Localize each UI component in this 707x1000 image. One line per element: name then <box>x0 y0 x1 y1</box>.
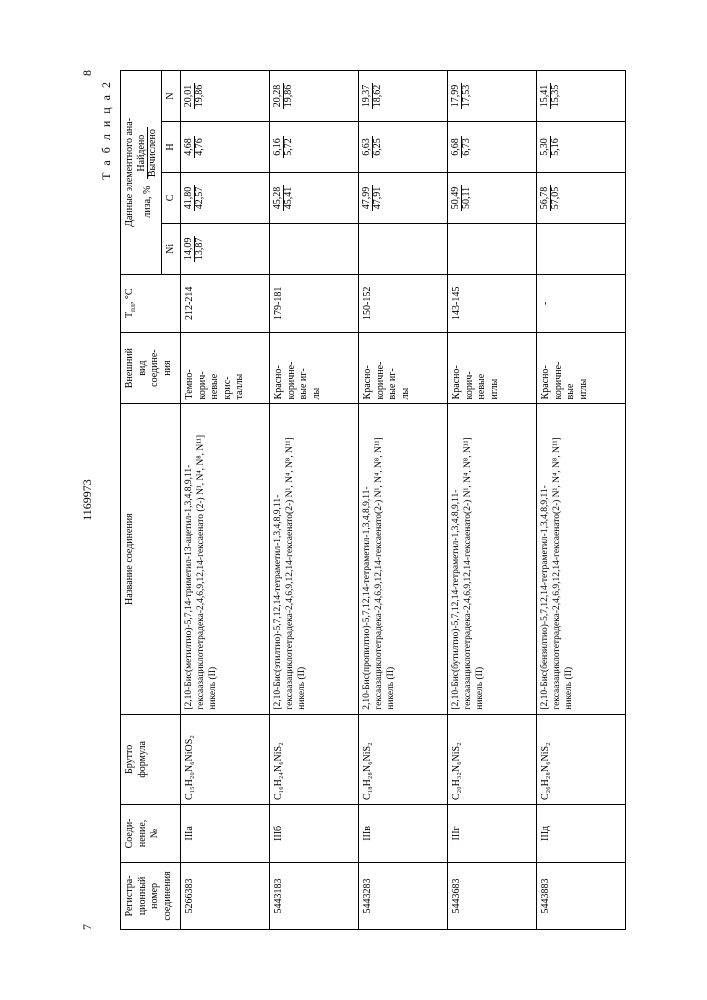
hdr-appearance: Внешнийвидсоедине-ния <box>121 332 181 404</box>
hdr-formula: Бруттоформула <box>121 714 181 804</box>
table-row: 5443883IIIдC₂₆H₂₈N₆NiS₂[2,10-Бис(бензилт… <box>537 71 626 930</box>
cell-appearance: Темно-корич-невыекрис-таллы <box>181 332 270 404</box>
cell-reg: 5266383 <box>181 862 270 929</box>
hdr-tpl: Тпл, °С <box>121 274 181 332</box>
page-right: 8 <box>80 70 95 76</box>
cell-comp: IIIа <box>181 804 270 862</box>
cell-appearance: Красно-коричне-выеиглы <box>537 332 626 404</box>
doc-number: 1169973 <box>80 479 95 521</box>
cell-n: 20,0119,86 <box>181 71 270 122</box>
cell-comp: IIIв <box>359 804 448 862</box>
cell-appearance: Красно-коричне-вые иг-лы <box>359 332 448 404</box>
cell-ni: 14,0913,87 <box>181 223 270 274</box>
cell-tpl: 179-181 <box>270 274 359 332</box>
cell-tpl: 143-145 <box>448 274 537 332</box>
cell-reg: 5443283 <box>359 862 448 929</box>
page-numbers: 7 1169973 8 <box>80 70 95 930</box>
table-row: 5443183IIIбC₁₆H₂₄N₆NiS₂[2,10-Бис(этилтио… <box>270 71 359 930</box>
cell-name: 2,10-Бис(пропилтио)-5,7,12,14-тетраметил… <box>359 404 448 714</box>
table-caption: Т а б л и ц а 2 <box>99 70 114 930</box>
hdr-comp: Соеди-нение,№ <box>121 804 181 862</box>
cell-n: 19,3718,62 <box>359 71 448 122</box>
cell-h: 4,684,76 <box>181 122 270 173</box>
cell-ni <box>359 223 448 274</box>
cell-comp: IIIб <box>270 804 359 862</box>
cell-ni <box>270 223 359 274</box>
cell-c: 50,4950,11 <box>448 172 537 223</box>
cell-formula: C₂₀H₃₂N₆NiS₂ <box>448 714 537 804</box>
hdr-reg: Регистра-ционныйномерсоединения <box>121 862 181 929</box>
cell-c: 56,7857,05 <box>537 172 626 223</box>
cell-tpl: 150-152 <box>359 274 448 332</box>
cell-c: 41,8042,57 <box>181 172 270 223</box>
cell-formula: C₂₆H₂₈N₆NiS₂ <box>537 714 626 804</box>
cell-reg: 5443883 <box>537 862 626 929</box>
hdr-analysis: Данные элементного ана-лиза, % Найдено В… <box>121 71 162 275</box>
cell-formula: C₁₈H₂₈N₆NiS₂ <box>359 714 448 804</box>
cell-comp: IIIд <box>537 804 626 862</box>
cell-ni <box>448 223 537 274</box>
cell-reg: 5443183 <box>270 862 359 929</box>
cell-name: [2,10-Бис(этилтио)-5,7,12,14-тетраметил-… <box>270 404 359 714</box>
hdr-c: C <box>161 172 181 223</box>
hdr-ni: Ni <box>161 223 181 274</box>
cell-n: 17,9917,53 <box>448 71 537 122</box>
page-left: 7 <box>80 924 95 930</box>
cell-name: [2,10-Бис(метилтио)-5,7,14-триметил-13-а… <box>181 404 270 714</box>
cell-tpl: - <box>537 274 626 332</box>
cell-n: 20,2819,86 <box>270 71 359 122</box>
cell-appearance: Красно-корич-невыеиглы <box>448 332 537 404</box>
cell-formula: C₁₆H₂₄N₆NiS₂ <box>270 714 359 804</box>
cell-h: 6,686,73 <box>448 122 537 173</box>
compounds-table: Регистра-ционныйномерсоединения Соеди-не… <box>120 70 626 930</box>
cell-tpl: 212-214 <box>181 274 270 332</box>
cell-c: 45,2845,41 <box>270 172 359 223</box>
table-row: 5443283IIIвC₁₈H₂₈N₆NiS₂2,10-Бис(пропилти… <box>359 71 448 930</box>
hdr-name: Название соединения <box>121 404 181 714</box>
cell-name: [2,10-Бис(бутилтио)-5,7,12,14-тетраметил… <box>448 404 537 714</box>
cell-h: 6,636,25 <box>359 122 448 173</box>
hdr-n: N <box>161 71 181 122</box>
cell-reg: 5443683 <box>448 862 537 929</box>
cell-ni <box>537 223 626 274</box>
cell-appearance: Красно-коричне-вые иг-лы <box>270 332 359 404</box>
hdr-h: H <box>161 122 181 173</box>
table-row: 5443683IIIгC₂₀H₃₂N₆NiS₂[2,10-Бис(бутилти… <box>448 71 537 930</box>
cell-formula: C₁₅H₂₀N₆NiOS₂ <box>181 714 270 804</box>
cell-name: [2,10-Бис(бензилтио)-5,7,12,14-тетрамети… <box>537 404 626 714</box>
cell-h: 5,305,16 <box>537 122 626 173</box>
cell-c: 47,9947,91 <box>359 172 448 223</box>
table-row: 5266383IIIаC₁₅H₂₀N₆NiOS₂[2,10-Бис(метилт… <box>181 71 270 930</box>
cell-n: 15,4115,35 <box>537 71 626 122</box>
cell-comp: IIIг <box>448 804 537 862</box>
cell-h: 6,165,72 <box>270 122 359 173</box>
